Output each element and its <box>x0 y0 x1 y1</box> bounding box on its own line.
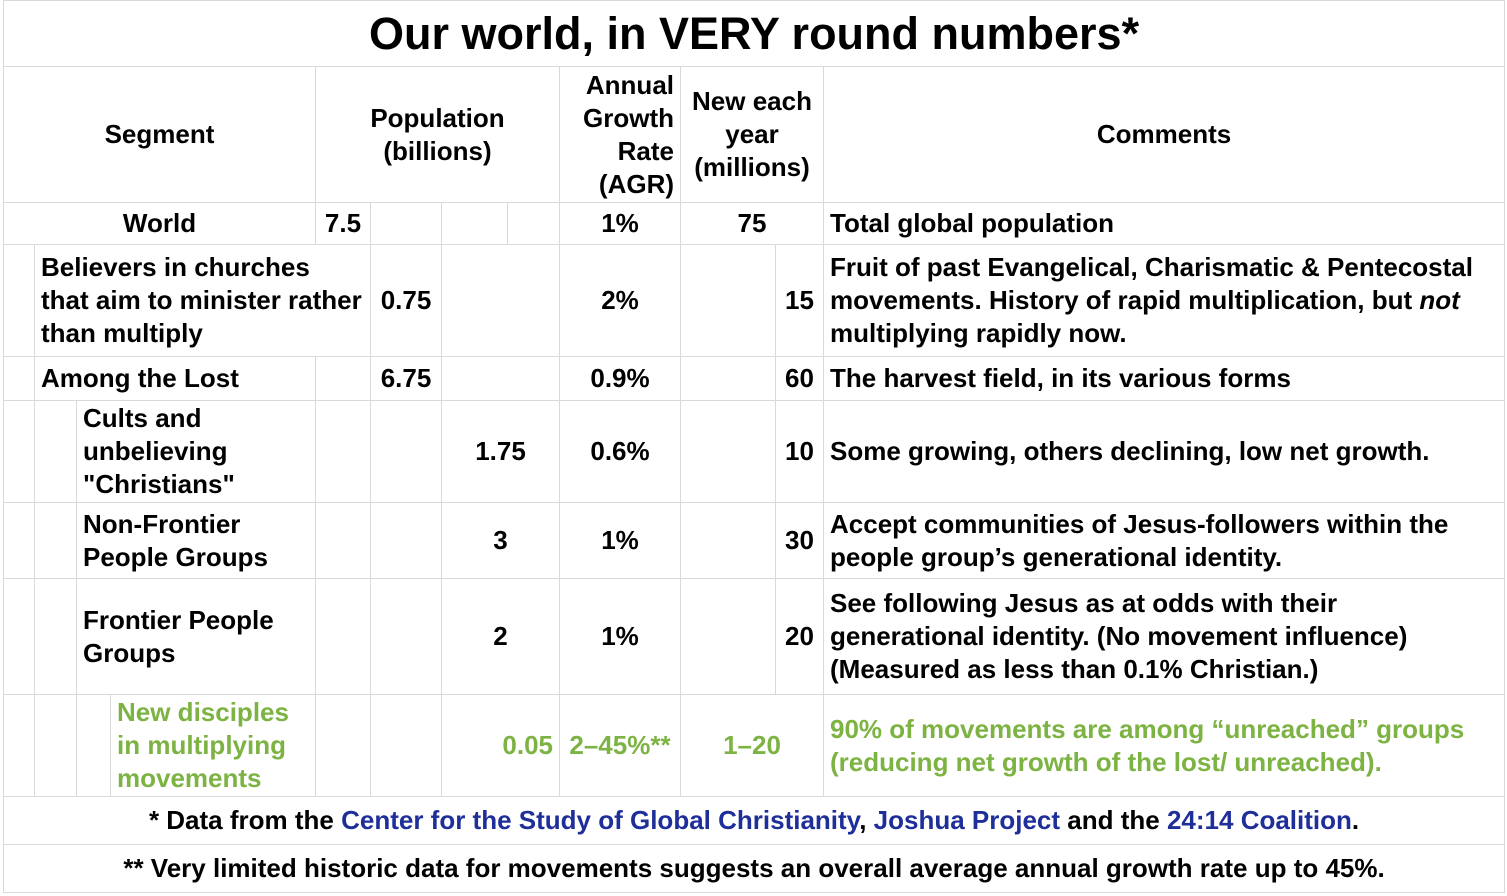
population-cell: 0.05 <box>441 694 560 797</box>
comment-cell: See following Jesus as at odds with thei… <box>822 578 1506 695</box>
agr-cell: 2–45%** <box>559 694 681 797</box>
segment-cell: World <box>3 202 316 245</box>
new-cell: 15 <box>775 244 824 357</box>
header-comments: Comments <box>822 66 1506 203</box>
link-joshua-project[interactable]: Joshua Project <box>873 805 1061 835</box>
table-row: Frontier People Groups 2 1% 20 See follo… <box>3 578 1506 695</box>
comment-cell: Total global population <box>822 202 1506 245</box>
comment-cell: Fruit of past Evangelical, Charismatic &… <box>822 244 1506 357</box>
segment-cell: Believers in churches that aim to minist… <box>34 244 371 357</box>
agr-cell: 1% <box>559 202 681 245</box>
new-cell: 10 <box>775 400 824 503</box>
segment-cell: New disciples in multiplying movements <box>110 694 316 797</box>
header-segment: Segment <box>3 66 316 203</box>
population-cell: 3 <box>441 502 560 579</box>
population-cell: 1.75 <box>441 400 560 503</box>
page-title: Our world, in VERY round numbers* <box>2 0 1506 67</box>
table-row: World 7.5 1% 75 Total global population <box>3 202 1506 245</box>
header-agr: Annual Growth Rate (AGR) <box>559 66 681 203</box>
agr-cell: 0.9% <box>559 356 681 401</box>
new-cell: 75 <box>680 202 824 245</box>
new-cell: 1–20 <box>680 694 824 797</box>
header-new-each-year: New each year (millions) <box>680 66 824 203</box>
agr-cell: 2% <box>559 244 681 357</box>
footnote-growth-rate: ** Very limited historic data for moveme… <box>2 844 1506 893</box>
agr-cell: 1% <box>559 578 681 695</box>
link-2414-coalition[interactable]: 24:14 Coalition <box>1166 805 1352 835</box>
footnote-sources: * Data from the Center for the Study of … <box>2 796 1506 845</box>
comment-cell: The harvest field, in its various forms <box>822 356 1506 401</box>
new-cell: 60 <box>775 356 824 401</box>
population-cell: 2 <box>441 578 560 695</box>
header-population: Population (billions) <box>315 66 560 203</box>
table-row: Non-Frontier People Groups 3 1% 30 Accep… <box>3 502 1506 579</box>
agr-cell: 1% <box>559 502 681 579</box>
comment-cell: Some growing, others declining, low net … <box>822 400 1506 503</box>
new-cell: 20 <box>775 578 824 695</box>
segment-cell: Frontier People Groups <box>76 578 316 695</box>
table-row: Among the Lost 6.75 0.9% 60 The harvest … <box>3 356 1506 401</box>
comment-cell: 90% of movements are among “unreached” g… <box>822 694 1506 797</box>
link-csgc[interactable]: Center for the Study of Global Christian… <box>341 805 860 835</box>
segment-cell: Among the Lost <box>34 356 316 401</box>
agr-cell: 0.6% <box>559 400 681 503</box>
segment-cell: Non-Frontier People Groups <box>76 502 316 579</box>
population-cell: 6.75 <box>370 356 442 401</box>
table-row: Believers in churches that aim to minist… <box>3 244 1506 357</box>
new-cell: 30 <box>775 502 824 579</box>
population-cell: 7.5 <box>315 202 371 245</box>
table-row: New disciples in multiplying movements 0… <box>3 694 1506 797</box>
segment-cell: Cults and unbelieving "Christians" <box>76 400 316 503</box>
comment-cell: Accept communities of Jesus-followers wi… <box>822 502 1506 579</box>
table-row: Cults and unbelieving "Christians" 1.75 … <box>3 400 1506 503</box>
population-cell: 0.75 <box>370 244 442 357</box>
